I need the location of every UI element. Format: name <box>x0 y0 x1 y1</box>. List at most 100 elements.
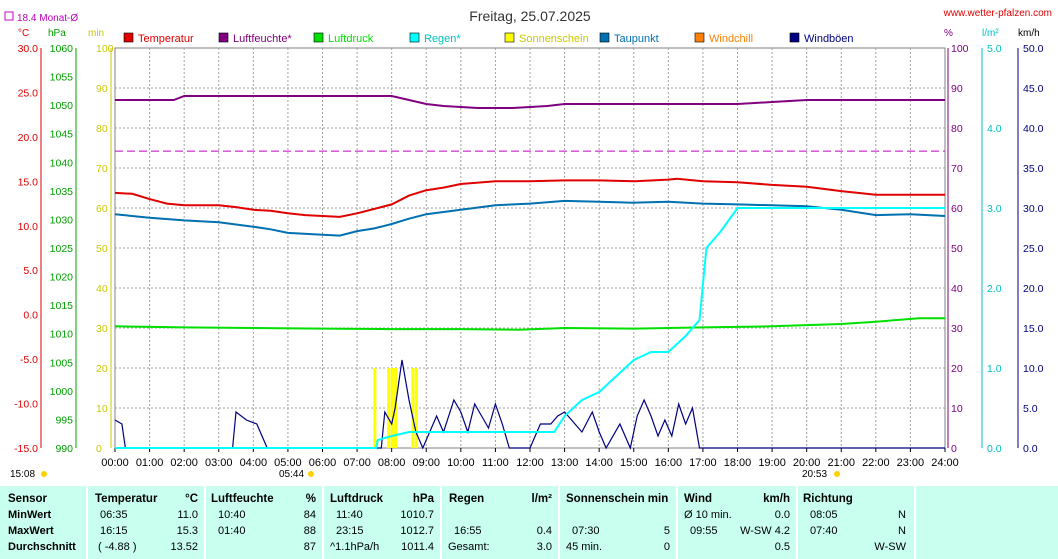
sun-left-icon <box>41 471 47 477</box>
y-tick-label-rain: 1.0 <box>987 363 1002 375</box>
x-tick-label: 13:00 <box>551 457 579 469</box>
y-tick-label-pct: 0 <box>951 443 957 455</box>
y-tick-label-pct: 40 <box>951 283 963 295</box>
x-tick-label: 18:00 <box>724 457 752 469</box>
stats-sun-max-time: 07:30 <box>572 525 600 537</box>
stats-rain-total-val: 3.0 <box>536 541 552 553</box>
legend-swatch <box>123 32 134 43</box>
x-tick-label: 23:00 <box>897 457 925 469</box>
y-tick-label-temp: -15.0 <box>14 443 38 455</box>
y-tick-label-temp: 15.0 <box>18 176 39 188</box>
stats-hum-max-val: 88 <box>303 525 316 537</box>
stats-sun-max-val: 5 <box>663 525 670 537</box>
x-tick-label: 14:00 <box>585 457 613 469</box>
y-tick-label-press: 1055 <box>50 72 74 84</box>
y-tick-label-pct: 100 <box>951 43 969 55</box>
unit-press: hPa <box>48 28 66 39</box>
y-tick-label-press: 1015 <box>50 300 74 312</box>
y-tick-label-press: 1060 <box>50 43 74 55</box>
y-tick-label-wind: 15.0 <box>1023 323 1044 335</box>
stats-separator <box>322 486 324 559</box>
stats-table: Sensor MinWert MaxWert Durchschnitt Temp… <box>0 486 1058 559</box>
legend-swatch <box>504 32 515 43</box>
stats-wind-max-val: W-SW 4.2 <box>740 525 790 537</box>
stats-temp-min-time: 06:35 <box>100 509 128 521</box>
y-tick-label-press: 1025 <box>50 243 74 255</box>
stats-separator <box>914 486 916 559</box>
legend-swatch <box>313 32 324 43</box>
unit-rain: l/m² <box>982 28 999 39</box>
monthly-avg-label: 18.4 Monat-Ø <box>17 13 78 24</box>
x-tick-label: 16:00 <box>655 457 683 469</box>
sunrise-icon <box>308 471 314 477</box>
y-tick-label-press: 1045 <box>50 129 74 141</box>
stats-separator <box>86 486 88 559</box>
stats-hum-min-val: 84 <box>303 509 316 521</box>
x-tick-label: 01:00 <box>136 457 164 469</box>
y-tick-label-pct: 70 <box>951 163 963 175</box>
sunshine-bar <box>373 368 377 448</box>
stats-dir-min-time: 08:05 <box>810 509 838 521</box>
y-tick-label-press: 1010 <box>50 329 74 341</box>
stats-hdr-rain: Regen <box>449 493 485 505</box>
x-tick-label: 02:00 <box>170 457 198 469</box>
y-tick-label-min: 90 <box>96 83 108 95</box>
y-tick-label-wind: 45.0 <box>1023 83 1044 95</box>
sunshine-bar <box>414 368 418 448</box>
sunset-icon <box>834 471 840 477</box>
x-tick-label: 11:00 <box>482 457 509 469</box>
y-tick-label-min: 10 <box>96 403 108 415</box>
series-line-taupunkt <box>114 199 946 237</box>
y-tick-label-min: 60 <box>96 203 108 215</box>
grid <box>115 48 945 448</box>
x-axis: 00:00 01:00 02:00 03:00 04:00 05:00 06:00 07:00… <box>101 448 959 469</box>
y-tick-label-wind: 20.0 <box>1023 283 1044 295</box>
stats-hdr-sensor: Sensor <box>8 493 47 505</box>
y-tick-label-min: 0 <box>96 443 102 455</box>
y-tick-label-temp: 0.0 <box>23 310 38 322</box>
y-tick-label-rain: 2.0 <box>987 283 1002 295</box>
series-line-luftfeuchte <box>115 95 945 109</box>
stats-label-max: MaxWert <box>8 525 54 537</box>
stats-hdr-sun: Sonnenschein min <box>566 493 669 505</box>
y-tick-label-rain: 0.0 <box>987 443 1002 455</box>
stats-separator <box>558 486 560 559</box>
legend: Temperatur Luftfeuchte* Luftdruck Regen* Son… <box>123 32 854 45</box>
y-tick-label-rain: 4.0 <box>987 123 1002 135</box>
y-tick-label-press: 1020 <box>50 272 74 284</box>
stats-hdr-press-unit: hPa <box>412 493 434 505</box>
y-tick-label-temp: 20.0 <box>18 132 39 144</box>
y-tick-label-press: 1005 <box>50 357 74 369</box>
stats-wind-avg10-val: 0.0 <box>774 509 790 521</box>
y-tick-label-min: 70 <box>96 163 108 175</box>
x-tick-label: 10:00 <box>447 457 475 469</box>
legend-label: Regen* <box>424 33 461 45</box>
x-tick-label: 17:00 <box>689 457 717 469</box>
x-tick-label: 24:00 <box>931 457 959 469</box>
x-tick-label: 20:00 <box>793 457 821 469</box>
stats-dir-min-val: N <box>898 509 906 521</box>
stats-hdr-temp: Temperatur <box>95 493 158 505</box>
legend-swatch <box>789 32 800 43</box>
stats-hdr-hum: Luftfeuchte <box>211 493 274 505</box>
y-tick-label-press: 1030 <box>50 214 74 226</box>
y-tick-label-temp: 30.0 <box>18 43 39 55</box>
y-tick-label-press: 1040 <box>50 157 74 169</box>
unit-wind: km/h <box>1018 28 1040 39</box>
legend-label: Luftfeuchte* <box>233 33 292 45</box>
y-tick-label-press: 995 <box>55 414 73 426</box>
y-tick-label-wind: 35.0 <box>1023 163 1044 175</box>
x-tick-label: 07:00 <box>343 457 371 469</box>
y-tick-label-wind: 30.0 <box>1023 203 1044 215</box>
unit-temp: °C <box>18 28 29 39</box>
y-tick-label-rain: 5.0 <box>987 43 1002 55</box>
y-tick-label-min: 80 <box>96 123 108 135</box>
stats-col-press: Luftdruck hPa 11:40 1010.7 23:15 1012.7 … <box>324 486 440 559</box>
site-link[interactable]: www.wetter-pfalzen.com <box>943 8 1052 19</box>
y-tick-label-pct: 90 <box>951 83 963 95</box>
x-tick-label: 04:00 <box>240 457 268 469</box>
y-tick-label-temp: 5.0 <box>23 265 38 277</box>
stats-col-wind: Wind km/h Ø 10 min. 0.0 09:55 W-SW 4.2 0… <box>678 486 796 559</box>
x-tick-label: 00:00 <box>101 457 129 469</box>
stats-hdr-wind-unit: km/h <box>763 493 790 505</box>
